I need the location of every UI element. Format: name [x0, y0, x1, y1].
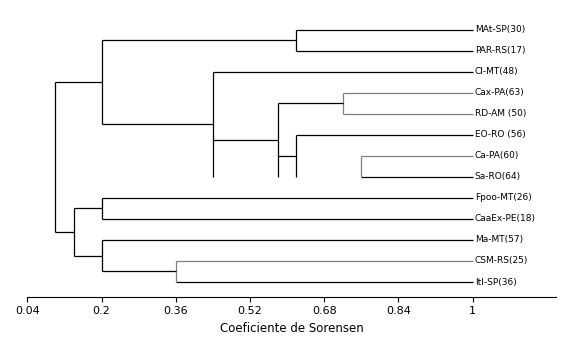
Text: MAt-SP(30): MAt-SP(30) — [475, 25, 525, 34]
Text: Itl-SP(36): Itl-SP(36) — [475, 278, 517, 287]
Text: Sa-RO(64): Sa-RO(64) — [475, 173, 521, 181]
Text: PAR-RS(17): PAR-RS(17) — [475, 46, 525, 55]
Text: CSM-RS(25): CSM-RS(25) — [475, 257, 528, 266]
X-axis label: Coeficiente de Sorensen: Coeficiente de Sorensen — [220, 322, 364, 335]
Text: Ca-PA(60): Ca-PA(60) — [475, 151, 519, 160]
Text: CI-MT(48): CI-MT(48) — [475, 67, 518, 76]
Text: EO-RO (56): EO-RO (56) — [475, 130, 525, 139]
Text: Fpoo-MT(26): Fpoo-MT(26) — [475, 194, 532, 202]
Text: Cax-PA(63): Cax-PA(63) — [475, 88, 525, 97]
Text: CaaEx-PE(18): CaaEx-PE(18) — [475, 215, 536, 223]
Text: Ma-MT(57): Ma-MT(57) — [475, 236, 523, 244]
Text: RD-AM (50): RD-AM (50) — [475, 109, 526, 118]
